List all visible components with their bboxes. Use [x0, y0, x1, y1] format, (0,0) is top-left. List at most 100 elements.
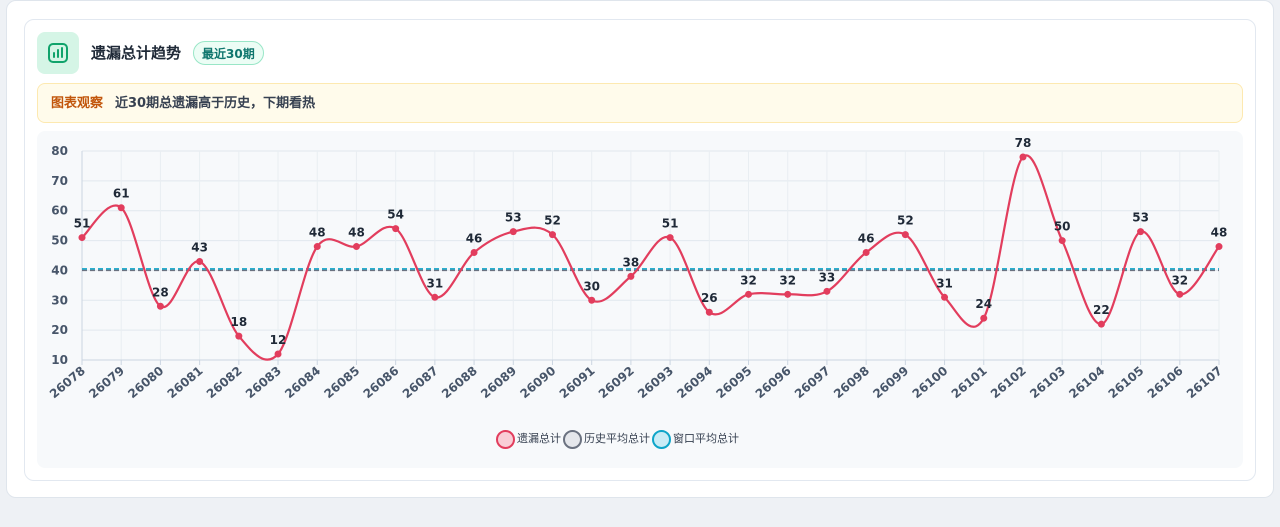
- y-tick-label: 40: [51, 263, 68, 277]
- x-tick-label: 26105: [1106, 364, 1147, 402]
- observation-label: 图表观察: [51, 96, 104, 111]
- data-label: 33: [819, 270, 836, 284]
- data-point: [666, 234, 674, 242]
- legend-label: 历史平均总计: [584, 432, 650, 445]
- x-tick-label: 26078: [47, 364, 88, 402]
- data-point: [156, 302, 164, 310]
- data-label: 24: [975, 297, 992, 311]
- data-label: 32: [1171, 273, 1188, 287]
- x-tick-label: 26097: [792, 364, 833, 402]
- data-label: 52: [544, 214, 561, 228]
- x-tick-label: 26089: [478, 364, 519, 402]
- data-point: [784, 290, 792, 298]
- x-tick-label: 26096: [753, 364, 794, 402]
- y-tick-label: 30: [51, 293, 68, 307]
- data-point: [352, 243, 360, 251]
- period-badge: 最近30期: [193, 41, 264, 65]
- data-point: [274, 350, 282, 358]
- x-tick-label: 26085: [321, 364, 362, 402]
- x-tick-label: 26093: [635, 364, 676, 402]
- data-point: [548, 231, 556, 239]
- data-label: 32: [740, 273, 757, 287]
- y-tick-label: 20: [51, 323, 68, 337]
- data-point: [196, 257, 204, 265]
- data-point: [823, 287, 831, 295]
- data-point: [705, 308, 713, 316]
- data-point: [862, 249, 870, 257]
- y-tick-label: 50: [51, 234, 68, 248]
- y-tick-label: 60: [51, 204, 68, 218]
- data-point: [313, 243, 321, 251]
- data-point: [78, 234, 86, 242]
- data-point: [745, 290, 753, 298]
- x-tick-label: 26081: [165, 364, 206, 402]
- observation-text: 近30期总遗漏高于历史，下期看热: [115, 96, 316, 111]
- legend-swatch: [652, 429, 671, 449]
- data-label: 30: [583, 279, 600, 293]
- x-tick-label: 26102: [988, 364, 1029, 402]
- observation-banner: 图表观察 近30期总遗漏高于历史，下期看热: [37, 83, 1243, 123]
- data-label: 53: [1132, 211, 1149, 225]
- data-label: 46: [466, 232, 483, 246]
- series-line: [81, 154, 1220, 361]
- x-tick-label: 26099: [870, 364, 911, 402]
- data-label: 50: [1054, 220, 1071, 234]
- y-tick-label: 10: [51, 353, 68, 367]
- data-point: [117, 204, 125, 212]
- data-label: 61: [113, 187, 130, 201]
- x-tick-label: 26086: [361, 364, 402, 402]
- data-point: [941, 293, 949, 301]
- data-point: [1176, 290, 1184, 298]
- x-tick-label: 26084: [282, 364, 323, 402]
- data-point: [901, 231, 909, 239]
- x-tick-label: 26094: [674, 364, 715, 402]
- data-point: [1019, 153, 1027, 161]
- data-label: 31: [936, 276, 953, 290]
- legend-item[interactable]: 历史平均总计: [563, 429, 650, 449]
- x-tick-label: 26104: [1066, 364, 1107, 402]
- data-point: [980, 314, 988, 322]
- legend-label: 遗漏总计: [517, 432, 561, 445]
- legend-item[interactable]: 遗漏总计: [496, 429, 561, 449]
- x-tick-label: 26091: [557, 364, 598, 402]
- y-tick-label: 70: [51, 174, 68, 188]
- data-point: [627, 272, 635, 280]
- data-label: 22: [1093, 303, 1110, 317]
- data-label: 46: [858, 232, 875, 246]
- data-point: [1097, 320, 1105, 328]
- data-label: 54: [387, 208, 404, 222]
- data-label: 18: [230, 315, 247, 329]
- data-label: 48: [348, 226, 365, 240]
- x-tick-label: 26107: [1184, 364, 1225, 402]
- data-label: 78: [1015, 136, 1032, 150]
- data-label: 12: [270, 333, 287, 347]
- x-tick-label: 26092: [596, 364, 637, 402]
- legend-swatch: [496, 429, 515, 449]
- data-label: 43: [191, 240, 208, 254]
- data-label: 38: [623, 255, 640, 269]
- data-label: 26: [701, 291, 718, 305]
- y-tick-label: 80: [51, 144, 68, 158]
- x-tick-label: 26090: [517, 364, 558, 402]
- line-chart: 1020304050607080260782607926080260812608…: [47, 136, 1227, 402]
- legend-item[interactable]: 窗口平均总计: [652, 429, 739, 449]
- x-tick-label: 26106: [1145, 364, 1186, 402]
- data-point: [1215, 243, 1223, 251]
- x-tick-label: 26100: [909, 364, 950, 402]
- data-point: [431, 293, 439, 301]
- x-tick-label: 26103: [1027, 364, 1068, 402]
- x-tick-label: 26088: [439, 364, 480, 402]
- data-point: [588, 296, 596, 304]
- data-point: [1137, 228, 1145, 236]
- x-tick-label: 26080: [125, 364, 166, 402]
- chart-title: 遗漏总计趋势: [91, 44, 182, 62]
- x-tick-label: 26087: [400, 364, 441, 402]
- x-tick-label: 26101: [949, 364, 990, 402]
- data-label: 51: [74, 217, 91, 231]
- data-label: 52: [897, 214, 914, 228]
- data-label: 32: [779, 273, 796, 287]
- data-label: 53: [505, 211, 522, 225]
- data-point: [392, 225, 400, 233]
- legend-label: 窗口平均总计: [673, 432, 739, 445]
- data-point: [509, 228, 517, 236]
